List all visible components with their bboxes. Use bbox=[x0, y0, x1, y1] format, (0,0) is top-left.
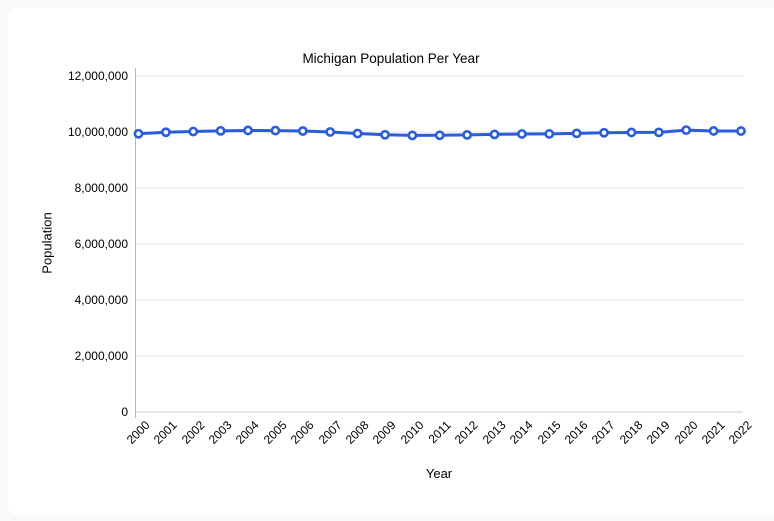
data-point-marker[interactable] bbox=[160, 127, 171, 138]
line-chart-plot-area bbox=[133, 68, 746, 418]
data-point-marker[interactable] bbox=[380, 129, 390, 140]
data-point-marker[interactable] bbox=[297, 126, 308, 136]
y-axis-tick-label: 8,000,000 bbox=[74, 181, 128, 195]
data-point-marker[interactable] bbox=[407, 130, 418, 141]
y-axis-tick-label: 6,000,000 bbox=[74, 237, 128, 251]
data-point-marker[interactable] bbox=[133, 128, 144, 139]
data-point-marker[interactable] bbox=[462, 129, 473, 140]
data-point-marker[interactable] bbox=[517, 129, 527, 139]
data-point-marker[interactable] bbox=[736, 126, 746, 136]
data-point-marker[interactable] bbox=[489, 129, 500, 140]
data-point-marker[interactable] bbox=[653, 127, 664, 138]
x-axis-title: Year bbox=[425, 466, 453, 481]
data-point-marker[interactable] bbox=[243, 125, 253, 136]
data-point-marker[interactable] bbox=[215, 125, 226, 136]
data-point-marker[interactable] bbox=[681, 125, 692, 136]
y-axis-tick-label: 0 bbox=[121, 405, 128, 419]
data-point-marker[interactable] bbox=[270, 125, 281, 136]
data-point-marker[interactable] bbox=[626, 127, 637, 138]
y-axis-tick-label: 2,000,000 bbox=[74, 349, 128, 363]
chart-card: Michigan Population Per Year Population … bbox=[8, 8, 774, 515]
y-axis-title: Population bbox=[39, 212, 55, 274]
data-point-marker[interactable] bbox=[544, 129, 555, 139]
data-point-marker[interactable] bbox=[599, 127, 609, 138]
data-point-marker[interactable] bbox=[352, 128, 363, 139]
data-point-marker[interactable] bbox=[571, 128, 582, 139]
chart-title: Michigan Population Per Year bbox=[302, 51, 480, 66]
y-axis-tick-label: 10,000,000 bbox=[67, 125, 128, 139]
data-point-marker[interactable] bbox=[434, 130, 445, 141]
data-point-marker[interactable] bbox=[708, 126, 719, 136]
data-point-marker[interactable] bbox=[188, 126, 199, 137]
data-point-marker[interactable] bbox=[325, 127, 336, 137]
y-axis-tick-label: 4,000,000 bbox=[74, 293, 128, 307]
y-axis-tick-label: 12,000,000 bbox=[67, 69, 128, 83]
